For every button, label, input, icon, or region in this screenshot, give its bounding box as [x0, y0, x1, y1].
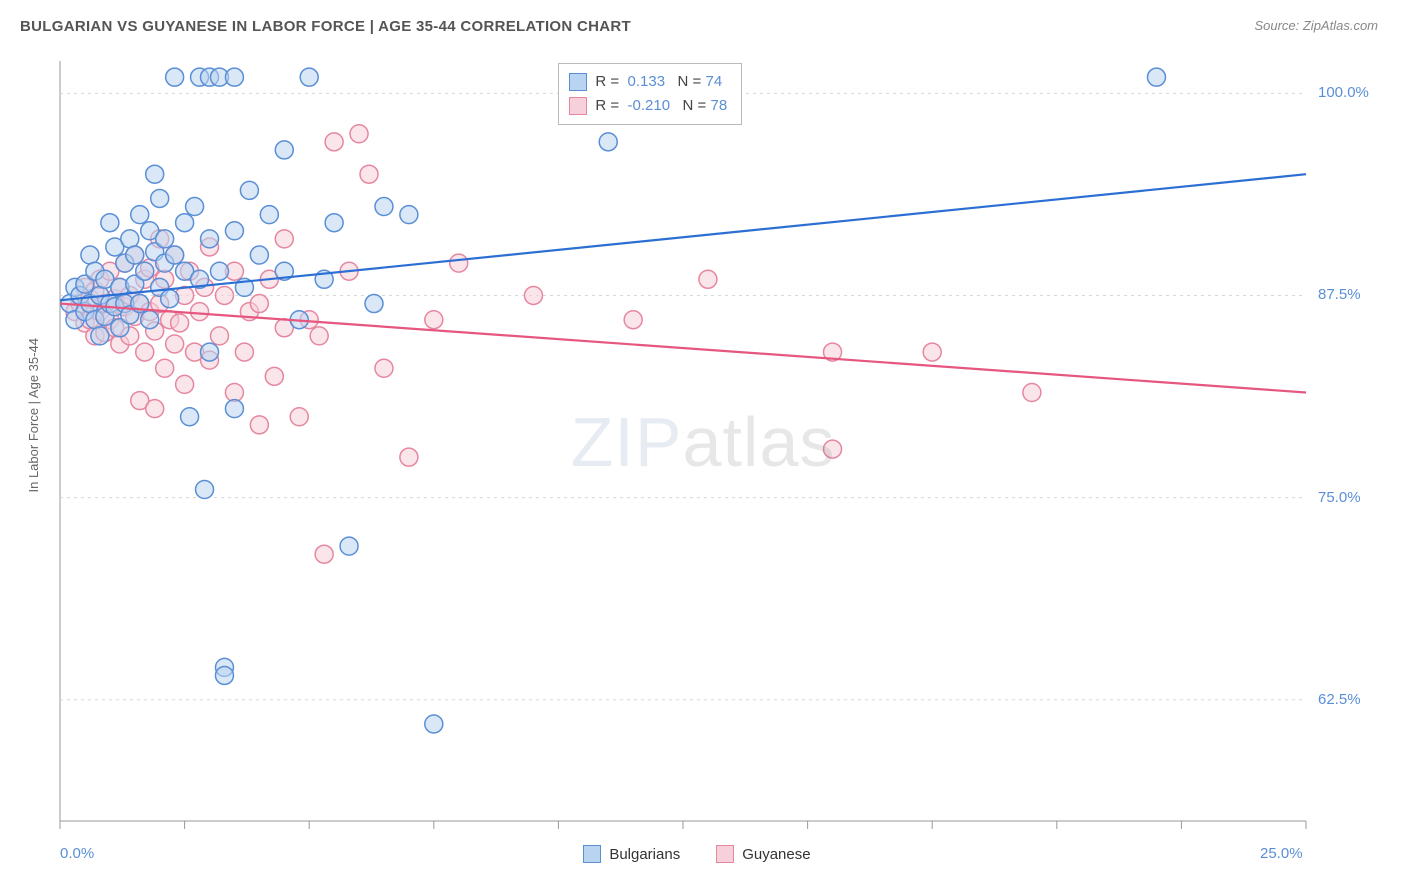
y-tick-label: 75.0%	[1318, 489, 1361, 506]
stats-row: R = -0.210 N = 78	[569, 94, 727, 118]
legend-item: Bulgarians	[583, 845, 680, 863]
y-axis-label: In Labor Force | Age 35-44	[26, 338, 41, 492]
source-label: Source: ZipAtlas.com	[1254, 18, 1378, 33]
x-tick-label: 0.0%	[60, 845, 94, 862]
series-swatch	[569, 97, 587, 115]
legend-label: Guyanese	[742, 846, 810, 863]
legend-item: Guyanese	[716, 845, 810, 863]
stats-text: R = 0.133 N = 74	[595, 70, 722, 94]
chart-area: In Labor Force | Age 35-44 ZIPatlas R = …	[20, 46, 1386, 872]
scatter-chart-svg	[20, 46, 1386, 872]
stats-legend-box: R = 0.133 N = 74R = -0.210 N = 78	[558, 63, 742, 125]
stats-text: R = -0.210 N = 78	[595, 94, 727, 118]
series-swatch	[569, 73, 587, 91]
y-tick-label: 100.0%	[1318, 84, 1369, 101]
chart-title: BULGARIAN VS GUYANESE IN LABOR FORCE | A…	[20, 18, 631, 35]
legend-swatch	[716, 845, 734, 863]
stats-row: R = 0.133 N = 74	[569, 70, 727, 94]
y-tick-label: 62.5%	[1318, 691, 1361, 708]
series-legend: Bulgarians Guyanese	[583, 845, 810, 863]
legend-label: Bulgarians	[609, 846, 680, 863]
legend-swatch	[583, 845, 601, 863]
y-tick-label: 87.5%	[1318, 286, 1361, 303]
x-tick-label: 25.0%	[1260, 845, 1303, 862]
